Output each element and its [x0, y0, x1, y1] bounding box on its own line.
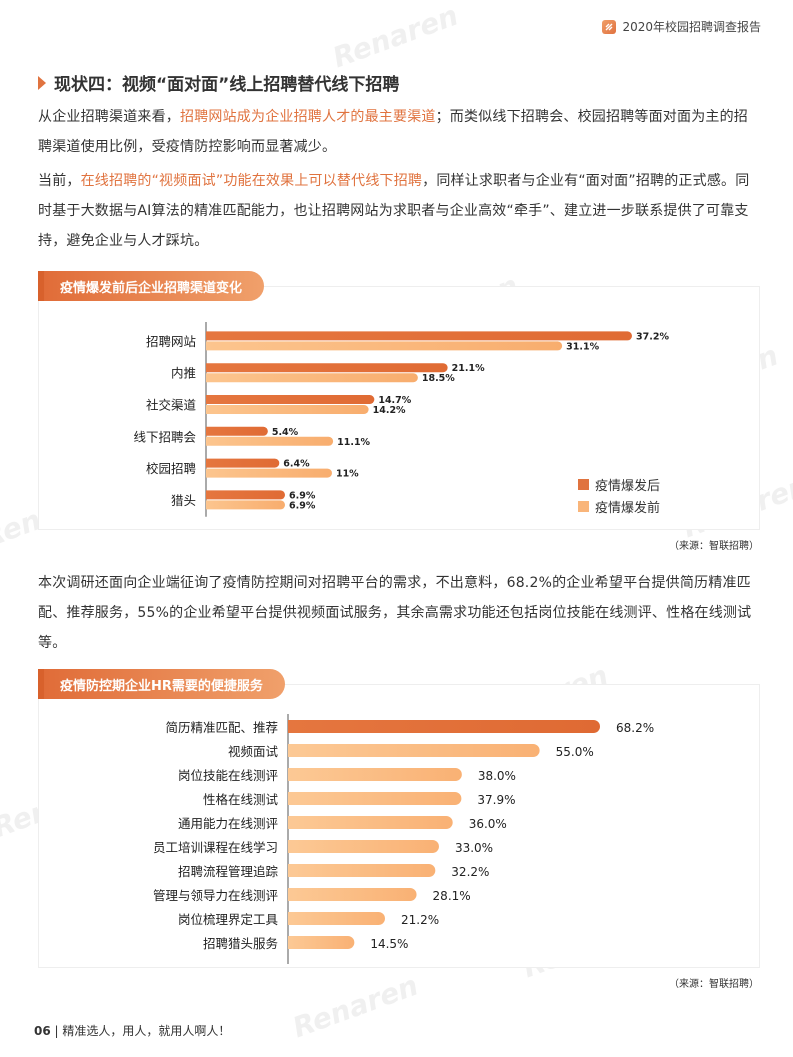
page-footer: 06 | 精准选人，用人，就用人啊人！	[34, 1022, 230, 1039]
data-label: 11.1%	[337, 437, 370, 448]
bar	[206, 458, 280, 468]
bar	[206, 436, 334, 446]
category-label: 简历精准匹配、推荐	[165, 720, 278, 735]
category-label: 岗位梳理界定工具	[178, 912, 279, 927]
bar	[206, 426, 268, 436]
paragraph-text: ，同样让求职者与企业有“面对面”招聘的正式感。同时基于大数据与AI算法的精准匹配…	[38, 173, 750, 249]
chart-title: 疫情防控期企业HR需要的便捷服务	[60, 678, 263, 694]
chart-channels-box	[38, 286, 760, 530]
data-label: 37.9%	[477, 793, 515, 807]
paragraph-text: 从企业招聘渠道来看，	[38, 109, 180, 125]
section-title: 现状四：视频“面对面”线上招聘替代线下招聘	[38, 70, 399, 95]
legend-label: 疫情爆发后	[595, 478, 661, 494]
bar	[288, 744, 540, 757]
bar	[206, 468, 332, 478]
category-label: 招聘流程管理追踪	[178, 864, 279, 879]
bar	[206, 331, 632, 341]
category-label: 猎头	[171, 493, 196, 508]
bar	[288, 720, 600, 733]
chart-title: 疫情爆发前后企业招聘渠道变化	[60, 280, 243, 296]
bar	[288, 888, 417, 901]
bar	[206, 363, 448, 373]
data-label: 18.5%	[422, 373, 455, 384]
data-label: 38.0%	[478, 769, 516, 783]
page-number: 06	[34, 1024, 51, 1038]
data-label: 11%	[336, 469, 359, 480]
bar	[206, 500, 286, 510]
data-label: 6.4%	[283, 459, 310, 470]
watermark: Renaren	[328, 0, 463, 75]
bar	[206, 490, 286, 500]
watermark: Renaren	[288, 968, 423, 1045]
footer-slogan: 精准选人，用人，就用人啊人！	[62, 1024, 231, 1038]
category-label: 岗位技能在线测评	[178, 768, 278, 783]
data-label: 14.5%	[370, 937, 408, 951]
paragraph-highlight: 招聘网站成为企业招聘人才的最主要渠道	[180, 109, 436, 125]
data-label: 6.9%	[289, 490, 316, 501]
bar	[288, 816, 453, 829]
chart-services: 简历精准匹配、推荐 68.2% 视频面试 55.0% 岗位技能在线测评 38.0% 性格在线…	[153, 714, 654, 964]
data-label: 68.2%	[616, 721, 654, 735]
data-label: 31.1%	[566, 341, 599, 352]
legend-swatch	[578, 478, 589, 490]
bar	[206, 373, 418, 383]
category-label: 校园招聘	[146, 461, 196, 476]
bar	[206, 405, 369, 414]
data-label: 21.2%	[401, 913, 439, 927]
data-label: 14.7%	[378, 395, 411, 406]
paragraph-highlight: 在线招聘的“视频面试”功能在效果上可以替代线下招聘	[80, 173, 423, 189]
paragraph-text: 当前，	[38, 173, 81, 189]
data-label: 37.2%	[636, 331, 669, 342]
category-label: 社交渠道	[146, 398, 197, 413]
data-label: 33.0%	[455, 841, 493, 855]
data-label: 21.1%	[452, 363, 485, 374]
data-label: 5.4%	[272, 427, 299, 438]
triangle-bullet-icon	[38, 75, 46, 90]
chart-channels-legend: 疫情爆发后 疫情爆发前	[578, 473, 660, 517]
category-label: 线下招聘会	[133, 429, 196, 444]
bar	[288, 936, 355, 949]
data-label: 55.0%	[556, 745, 594, 759]
bar	[206, 341, 563, 351]
category-label: 招聘网站	[146, 334, 196, 349]
data-label: 36.0%	[469, 817, 507, 831]
chart-services-source: （来源：智联招聘）	[669, 979, 759, 990]
section-title-text: 现状四：视频“面对面”线上招聘替代线下招聘	[54, 75, 400, 95]
footer-divider: |	[54, 1024, 63, 1038]
legend-item-before: 疫情爆发前	[578, 495, 660, 517]
bar	[288, 768, 462, 781]
category-label: 通用能力在线测评	[178, 816, 278, 831]
chart-services-title-tab: 疫情防控期企业HR需要的便捷服务	[38, 669, 285, 699]
category-label: 招聘猎头服务	[203, 936, 278, 951]
paragraph-channels: 从企业招聘渠道来看，招聘网站成为企业招聘人才的最主要渠道；而类似线下招聘会、校园…	[38, 102, 760, 162]
data-label: 28.1%	[433, 889, 471, 903]
category-label: 员工培训课程在线学习	[153, 840, 278, 855]
category-label: 性格在线测试	[203, 792, 279, 807]
paragraph-text: ；而类似线下招聘会、校园招聘等面对面为主的招聘渠道使用比例，受疫情防控影响而显著…	[38, 109, 749, 155]
bar	[288, 840, 439, 853]
chart-channels-source: （来源：智联招聘）	[669, 541, 759, 552]
report-logo-icon	[602, 19, 617, 34]
bar	[288, 912, 385, 925]
data-label: 14.2%	[373, 405, 406, 416]
category-label: 内推	[171, 366, 196, 381]
legend-swatch	[578, 500, 589, 512]
bar	[288, 792, 462, 805]
data-label: 6.9%	[289, 500, 316, 511]
chart-channels: 招聘网站 37.2% 31.1% 内推 21.1%18.5% 社交渠道 14.7%14.2%…	[133, 322, 669, 517]
legend-item-after: 疫情爆发后	[578, 473, 660, 495]
report-title: 2020年校园招聘调查报告	[622, 20, 761, 34]
legend-label: 疫情爆发前	[595, 500, 661, 516]
report-header: 2020年校园招聘调查报告	[602, 18, 761, 35]
category-label: 视频面试	[228, 744, 279, 759]
category-label: 管理与领导力在线测评	[153, 888, 278, 903]
bar	[288, 864, 436, 877]
chart-channels-title-tab: 疫情爆发前后企业招聘渠道变化	[38, 271, 265, 301]
paragraph-video-interview: 当前，在线招聘的“视频面试”功能在效果上可以替代线下招聘，同样让求职者与企业有“…	[38, 166, 760, 256]
data-label: 32.2%	[451, 865, 489, 879]
bar	[206, 395, 375, 404]
paragraph-hr-needs: 本次调研还面向企业端征询了疫情防控期间对招聘平台的需求，不出意料，68.2%的企…	[38, 575, 752, 651]
